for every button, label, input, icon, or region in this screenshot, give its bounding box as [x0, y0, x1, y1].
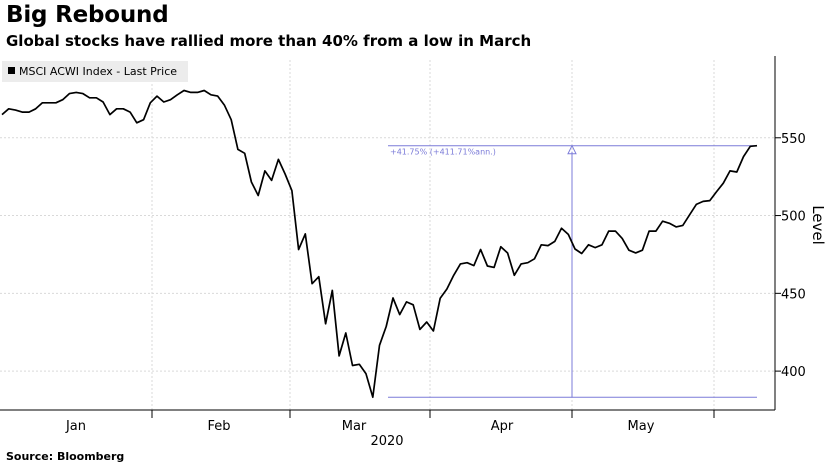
axes [0, 56, 781, 418]
x-tick-labels: Jan Feb Mar Apr May [65, 419, 655, 434]
x-tick-label-mar: Mar [342, 419, 367, 434]
annotation-label: +41.75% (+411.71%ann.) [390, 148, 496, 157]
x-axis-year-label: 2020 [370, 434, 403, 449]
x-tick-label-feb: Feb [207, 419, 230, 434]
x-tick-label-apr: Apr [491, 419, 514, 434]
legend-box [2, 61, 188, 82]
source-note: Source: Bloomberg [6, 450, 125, 463]
legend: MSCI ACWI Index - Last Price [2, 61, 188, 82]
chart-title: Big Rebound [6, 2, 169, 28]
y-tick-label-500: 500 [781, 210, 806, 225]
legend-swatch [8, 67, 15, 74]
legend-label: MSCI ACWI Index - Last Price [19, 65, 177, 78]
x-tick-label-may: May [628, 419, 655, 434]
y-tick-label-400: 400 [781, 365, 806, 380]
x-dividers [151, 60, 715, 410]
chart-subtitle: Global stocks have rallied more than 40%… [6, 32, 532, 50]
annotation [388, 144, 757, 398]
y-tick-labels: 400 450 500 550 [781, 132, 806, 380]
series-line-msci-acwi [1, 89, 758, 399]
x-tick-label-jan: Jan [65, 419, 86, 434]
annotation-arrowhead [567, 144, 577, 155]
y-tick-label-550: 550 [781, 132, 806, 147]
gridlines [0, 137, 775, 372]
y-tick-label-450: 450 [781, 287, 806, 302]
y-axis-label: Level [809, 205, 827, 245]
